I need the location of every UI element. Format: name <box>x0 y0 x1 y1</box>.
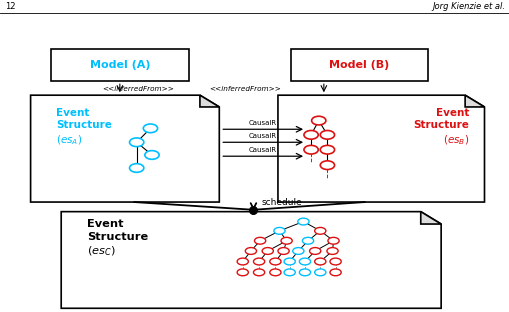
Circle shape <box>129 163 144 172</box>
Circle shape <box>320 145 334 154</box>
Circle shape <box>299 258 310 265</box>
Text: 12: 12 <box>5 2 16 11</box>
Circle shape <box>254 237 265 244</box>
Circle shape <box>320 161 334 169</box>
Bar <box>51 49 188 81</box>
Circle shape <box>143 124 157 133</box>
Circle shape <box>280 237 292 244</box>
Circle shape <box>129 138 144 147</box>
Circle shape <box>269 258 280 265</box>
Text: Event
Structure
$(es_C)$: Event Structure $(es_C)$ <box>87 219 148 258</box>
Circle shape <box>311 116 325 125</box>
Polygon shape <box>200 95 219 107</box>
Circle shape <box>269 269 280 276</box>
Circle shape <box>314 269 325 276</box>
Circle shape <box>309 248 320 254</box>
Text: Model (A): Model (A) <box>90 60 150 70</box>
Polygon shape <box>277 95 484 202</box>
Circle shape <box>284 258 295 265</box>
Circle shape <box>292 248 303 254</box>
Text: CausalR: CausalR <box>248 120 277 126</box>
Circle shape <box>297 218 308 225</box>
Text: Event
Structure
$(es_B)$: Event Structure $(es_B)$ <box>412 108 468 147</box>
Circle shape <box>299 269 310 276</box>
Circle shape <box>237 269 248 276</box>
Text: Jorg Kienzie et al.: Jorg Kienzie et al. <box>431 2 504 11</box>
Bar <box>290 49 428 81</box>
Circle shape <box>329 269 341 276</box>
Text: CausalR: CausalR <box>248 147 277 153</box>
Circle shape <box>277 248 289 254</box>
Circle shape <box>145 151 159 159</box>
Circle shape <box>314 227 325 234</box>
Circle shape <box>273 227 285 234</box>
Polygon shape <box>420 212 440 224</box>
Circle shape <box>237 258 248 265</box>
Circle shape <box>253 269 264 276</box>
Text: schedule: schedule <box>261 198 301 207</box>
Text: Model (B): Model (B) <box>329 60 389 70</box>
Polygon shape <box>31 95 219 202</box>
Polygon shape <box>61 212 440 308</box>
Text: <<inferredFrom>>: <<inferredFrom>> <box>209 86 280 92</box>
Circle shape <box>314 258 325 265</box>
Polygon shape <box>464 95 484 107</box>
Circle shape <box>262 248 273 254</box>
Circle shape <box>329 258 341 265</box>
Circle shape <box>303 130 318 139</box>
Circle shape <box>253 258 264 265</box>
Circle shape <box>326 248 337 254</box>
Text: Event
Structure
$(es_A)$: Event Structure $(es_A)$ <box>56 108 112 147</box>
Circle shape <box>245 248 256 254</box>
Circle shape <box>327 237 338 244</box>
Text: CausalR: CausalR <box>248 133 277 139</box>
Text: <<inferredFrom>>: <<inferredFrom>> <box>102 86 173 92</box>
Circle shape <box>320 130 334 139</box>
Circle shape <box>302 237 313 244</box>
Circle shape <box>284 269 295 276</box>
Circle shape <box>303 145 318 154</box>
